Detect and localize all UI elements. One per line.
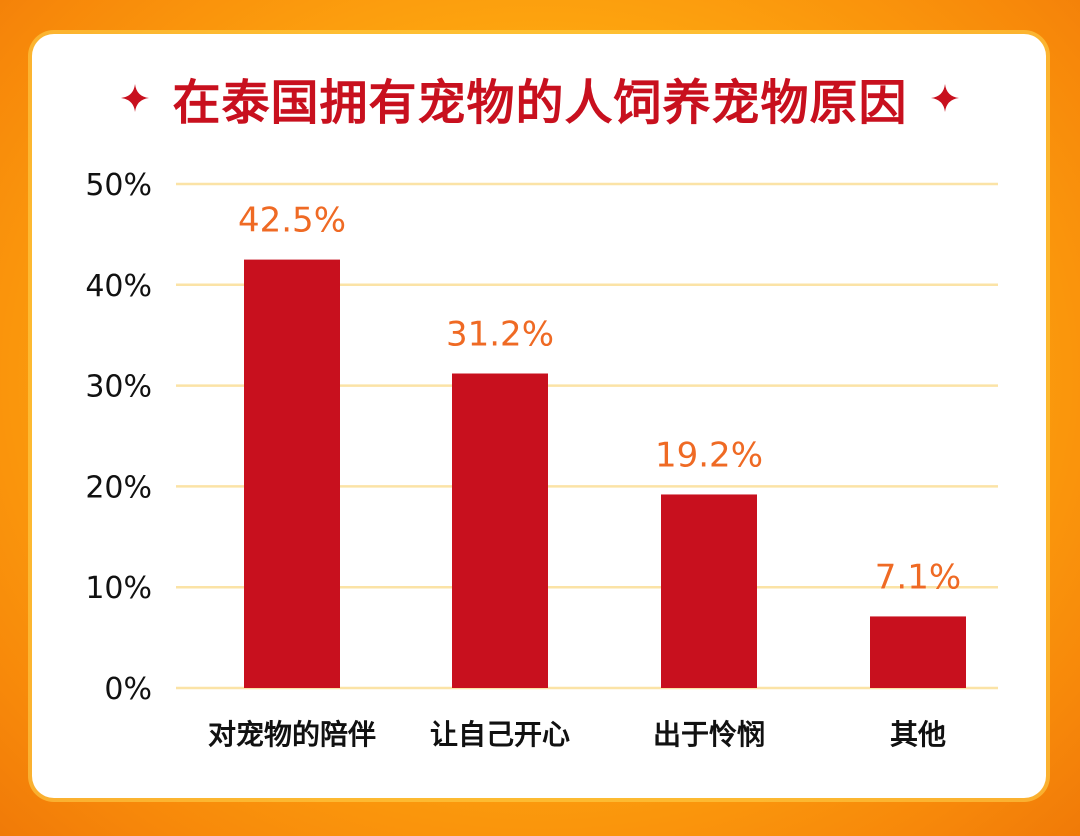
- sparkle-icon: [121, 84, 150, 112]
- bar: [870, 616, 966, 688]
- y-tick-label: 10%: [85, 571, 152, 606]
- x-category-label: 对宠物的陪伴: [208, 718, 376, 751]
- y-tick-label: 30%: [85, 370, 152, 405]
- y-tick-label: 40%: [85, 269, 152, 304]
- bar: [661, 494, 757, 688]
- title-row: 在泰国拥有宠物的人饲养宠物原因: [0, 58, 1080, 138]
- x-category-label: 其他: [890, 718, 946, 751]
- x-category-label: 让自己开心: [430, 718, 570, 751]
- y-tick-label: 0%: [104, 672, 152, 707]
- data-label: 19.2%: [655, 435, 763, 475]
- y-tick-label: 20%: [85, 470, 152, 505]
- y-tick-label: 50%: [85, 168, 152, 203]
- data-label: 7.1%: [875, 557, 961, 597]
- data-label: 31.2%: [446, 315, 554, 355]
- x-category-label: 出于怜悯: [653, 718, 765, 751]
- sparkle-icon: [930, 84, 959, 112]
- chart-title: 在泰国拥有宠物的人饲养宠物原因: [172, 75, 908, 131]
- bar: [452, 373, 548, 688]
- data-label: 42.5%: [238, 201, 346, 241]
- bar: [244, 259, 340, 688]
